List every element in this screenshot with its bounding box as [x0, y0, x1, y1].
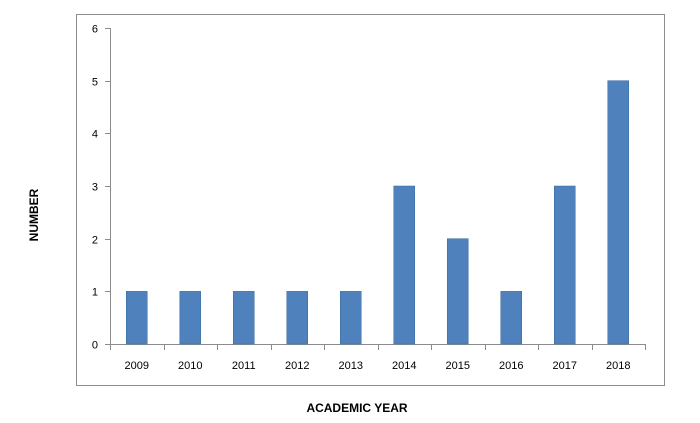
x-axis: 2009 2010 2011 2012 2013 2014 2015 2016 2017 2018 — [110, 344, 646, 372]
bar-2017 — [554, 185, 576, 345]
bar-2013 — [340, 291, 362, 345]
y-tick-label: 0 — [92, 340, 98, 352]
x-tick-label: 2014 — [392, 360, 416, 372]
y-axis-title: NUMBER — [27, 188, 41, 241]
y-axis: 0 1 2 3 4 5 6 — [92, 24, 111, 352]
x-tick-label: 2009 — [125, 360, 149, 372]
x-tick-label: 2016 — [499, 360, 523, 372]
x-tick-label: 2015 — [446, 360, 470, 372]
bar-2009 — [126, 291, 148, 345]
x-tick-label: 2010 — [178, 360, 202, 372]
y-tick-label: 5 — [92, 77, 98, 89]
y-tick-label: 1 — [92, 287, 98, 299]
x-tick-label: 2013 — [339, 360, 363, 372]
x-axis-title: ACADEMIC YEAR — [306, 401, 407, 415]
y-tick-label: 6 — [92, 24, 98, 36]
x-tick-label: 2012 — [285, 360, 309, 372]
x-tick-label: 2011 — [232, 360, 256, 372]
bar-2016 — [500, 291, 522, 345]
bar-2011 — [233, 291, 255, 345]
bar-2012 — [286, 291, 308, 345]
x-tick-label: 2017 — [553, 360, 577, 372]
bar-2010 — [179, 291, 201, 345]
chart-frame — [76, 14, 665, 386]
y-tick-label: 3 — [92, 182, 98, 194]
bars — [126, 80, 629, 345]
bar-2014 — [393, 185, 415, 345]
x-tick-label: 2018 — [606, 360, 630, 372]
y-tick-label: 4 — [92, 129, 98, 141]
bar-2015 — [447, 238, 469, 345]
y-tick-label: 2 — [92, 235, 98, 247]
bar-2018 — [607, 80, 629, 345]
